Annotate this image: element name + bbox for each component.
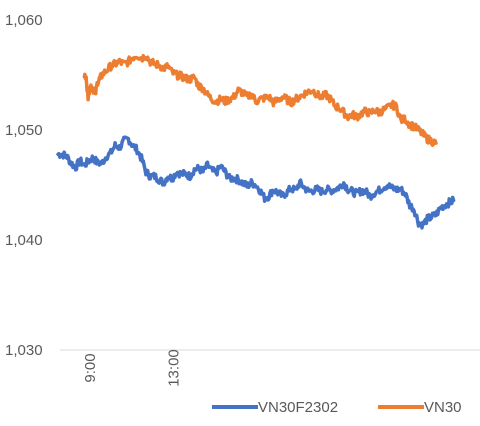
y-axis: 1,030 1,040 1,050 1,060	[5, 12, 43, 359]
x-axis: 9:00 13:00	[82, 349, 183, 387]
x-tick-label: 9:00	[82, 353, 99, 382]
series-line-vn30f2302	[56, 135, 456, 230]
series-layer	[56, 53, 456, 230]
y-tick-label: 1,040	[5, 232, 43, 249]
x-tick-label: 13:00	[166, 349, 183, 387]
series-line-vn30	[82, 53, 438, 147]
legend-label: VN30F2302	[258, 399, 338, 416]
y-tick-label: 1,060	[5, 12, 43, 29]
legend-label: VN30	[424, 399, 462, 416]
y-tick-label: 1,030	[5, 342, 43, 359]
legend: VN30F2302 VN30	[212, 399, 462, 416]
y-tick-label: 1,050	[5, 122, 43, 139]
